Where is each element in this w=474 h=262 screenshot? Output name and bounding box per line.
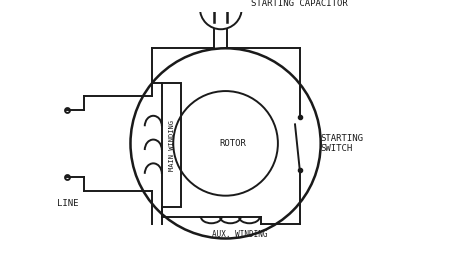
Text: MAIN WINDING: MAIN WINDING: [169, 120, 175, 171]
Bar: [162, 84, 181, 207]
Text: LINE: LINE: [57, 199, 79, 208]
Text: STARTING
SWITCH: STARTING SWITCH: [321, 134, 364, 153]
Text: AUX. WINDING: AUX. WINDING: [212, 230, 268, 239]
Text: ROTOR: ROTOR: [220, 139, 246, 148]
Text: STARTING CAPACITOR: STARTING CAPACITOR: [251, 0, 348, 8]
